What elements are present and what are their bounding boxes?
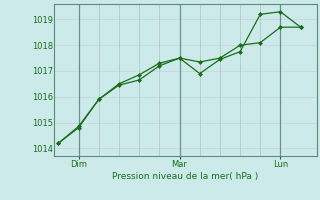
X-axis label: Pression niveau de la mer( hPa ): Pression niveau de la mer( hPa )	[112, 172, 259, 181]
